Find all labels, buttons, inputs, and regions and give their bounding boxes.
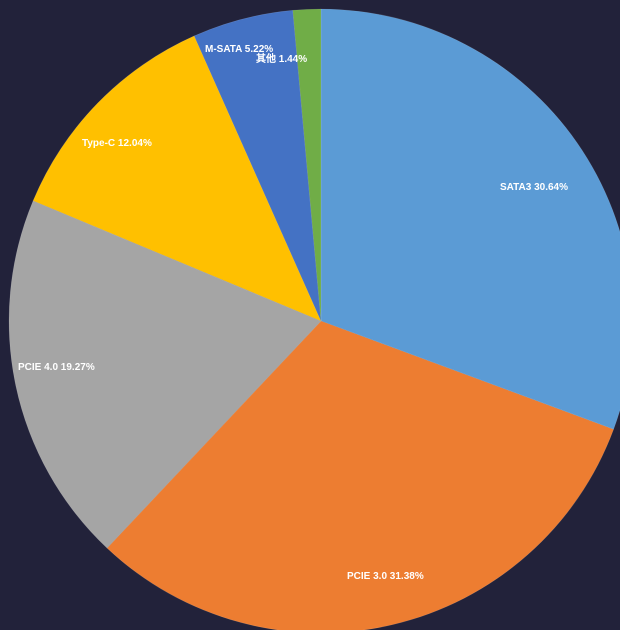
slice-label: 其他 1.44% <box>256 52 307 65</box>
pie-slice-pcie-4-0 <box>8 200 322 549</box>
slice-label: SATA3 30.64% <box>500 182 568 193</box>
slice-label: Type-C 12.04% <box>82 138 152 149</box>
pie-slice-m-sata <box>193 9 322 322</box>
slice-label: M-SATA 5.22% <box>205 44 273 55</box>
pie-slice-其他 <box>292 8 322 322</box>
pie-slice-type-c <box>32 35 322 322</box>
pie-slice-pcie-3-0 <box>106 320 614 630</box>
slice-label: PCIE 4.0 19.27% <box>18 362 95 373</box>
slice-label: PCIE 3.0 31.38% <box>347 571 424 582</box>
pie-slice-sata3 <box>320 8 620 430</box>
